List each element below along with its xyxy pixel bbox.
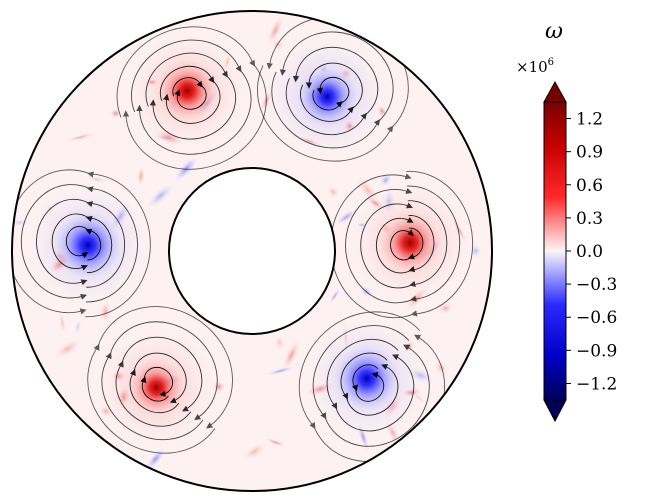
filament	[99, 300, 112, 324]
vorticity-field	[12, 11, 492, 491]
filament	[271, 38, 285, 51]
filament	[265, 366, 296, 376]
colorbar-tick-label: 0.9	[576, 143, 603, 163]
filament	[54, 338, 82, 359]
colorbar-tick-label: 1.2	[576, 110, 603, 130]
colorbar-multiplier-base: ×10	[516, 58, 548, 76]
filament	[110, 108, 121, 119]
colorbar-ticks: 1.2 0.9 0.6 0.3 0.0 −0.3 −0.6 −0.9 −1.2	[566, 110, 617, 394]
vortex-lower-right-core	[333, 345, 401, 412]
colorbar: ω ×106 1.2 0.9 0.6 0.3 0.0 −0.3 −0.6 −0.9 −1.2	[516, 19, 617, 423]
vortex-right-streamline	[345, 185, 461, 304]
vortex-upper-left-streamline	[116, 26, 267, 170]
streamlines	[12, 16, 473, 462]
colorbar-multiplier: ×106	[516, 57, 554, 76]
vortex-top-right-core	[296, 66, 358, 128]
filament	[147, 183, 174, 208]
filament	[379, 173, 392, 187]
vortex-right-core	[378, 210, 443, 275]
filament	[137, 166, 145, 186]
filament	[74, 319, 82, 334]
filament	[58, 311, 66, 334]
filament	[265, 438, 286, 447]
colorbar-multiplier-exponent: 6	[548, 57, 554, 68]
filament	[274, 335, 285, 350]
colorbar-tick-label: 0.6	[576, 176, 603, 196]
colorbar-tick-label: 0.0	[576, 242, 603, 262]
filament	[65, 132, 96, 142]
colorbar-extend-top	[543, 80, 567, 103]
colorbar-extend-bottom	[543, 399, 567, 423]
colorbar-tick-label: −0.6	[576, 308, 617, 328]
filament	[335, 208, 358, 226]
inner-boundary	[168, 167, 336, 335]
colorbar-label: ω	[545, 19, 563, 44]
filament	[242, 442, 267, 460]
vortex-right-streamline	[375, 215, 435, 274]
vortex-right-streamline	[360, 200, 448, 289]
colorbar-bar	[543, 101, 567, 401]
filament	[326, 185, 340, 198]
outer-boundary	[11, 10, 493, 492]
vortex-left-streamline	[20, 184, 139, 303]
colorbar-tick-label: 0.3	[576, 209, 603, 229]
vortex-left-streamline	[12, 169, 151, 318]
vortex-upper-left-core	[155, 58, 220, 123]
vortex-lower-left-streamline	[87, 306, 233, 454]
colorbar-tick-label: −1.2	[576, 374, 617, 394]
filament	[434, 359, 448, 376]
colorbar-tick-label: −0.3	[576, 275, 617, 295]
filament	[282, 339, 301, 371]
colorbar-tick-label: −0.9	[576, 341, 617, 361]
filament	[267, 15, 284, 46]
filament	[329, 287, 341, 304]
